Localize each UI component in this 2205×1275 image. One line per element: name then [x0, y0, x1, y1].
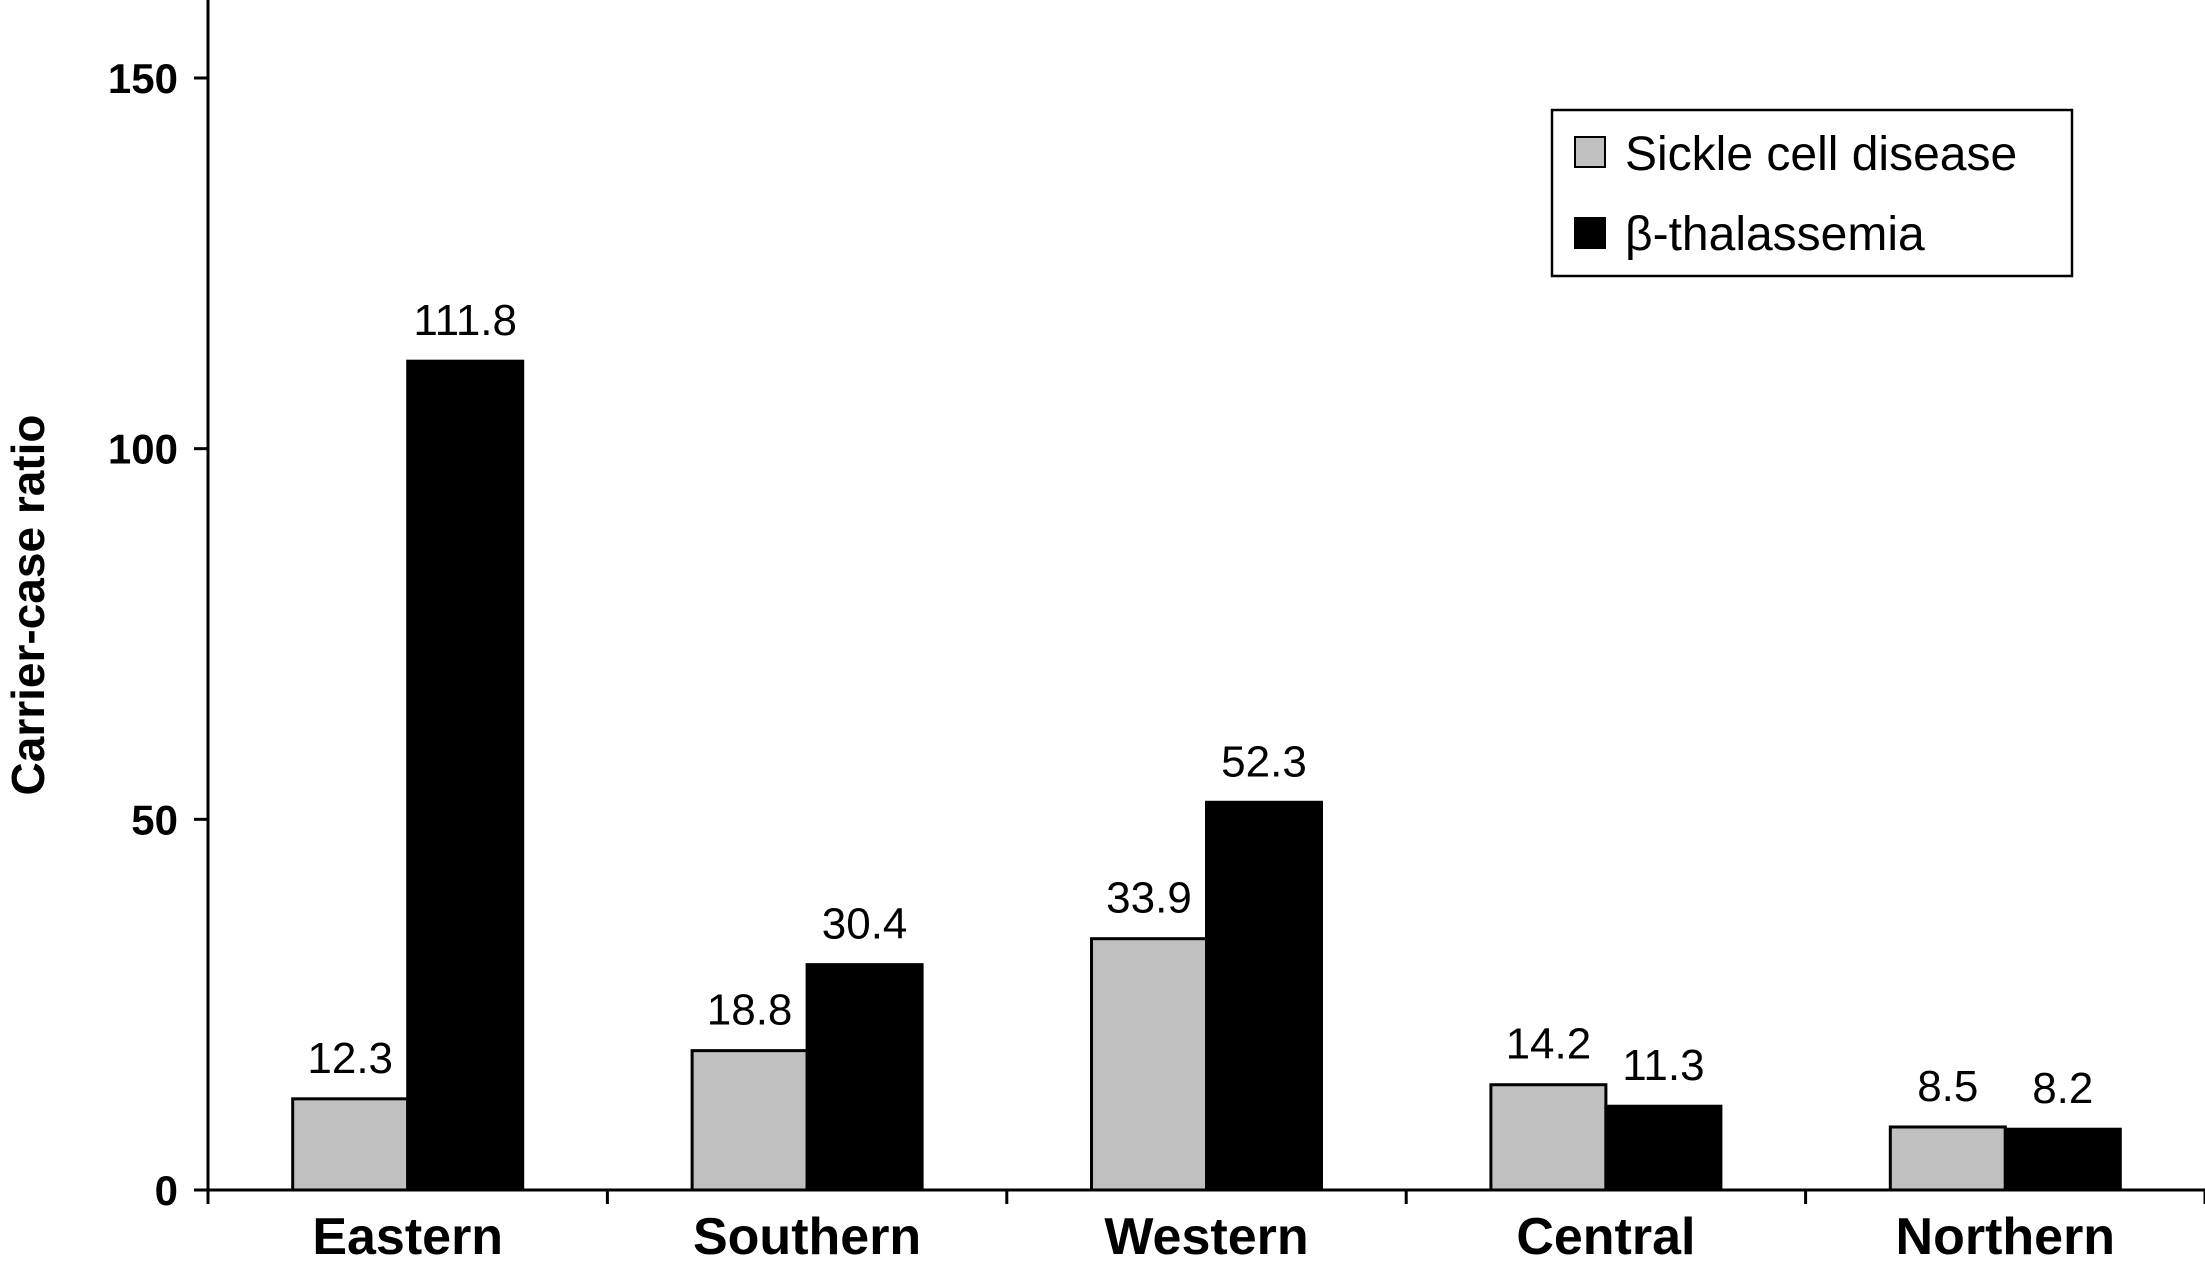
legend-swatch-beta-thalassemia — [1574, 217, 1606, 249]
data-label: 8.5 — [1917, 1062, 1978, 1111]
legend-box — [1550, 108, 2074, 278]
x-tick-label: Western — [1104, 1208, 1308, 1266]
legend-label-beta-thalassemia: β-thalassemia — [1625, 208, 1925, 261]
data-label: 33.9 — [1106, 874, 1192, 923]
legend: Sickle cell disease β-thalassemia — [1550, 108, 2074, 278]
category-labels: Eastern Southern Western Central Northern — [312, 1208, 2115, 1266]
bars — [291, 359, 2122, 1192]
bar-southern-sickle-cell — [690, 1049, 809, 1192]
bar-western-beta-thalassemia — [1205, 800, 1323, 1192]
bar-eastern-beta-thalassemia — [406, 359, 525, 1192]
data-label: 52.3 — [1221, 737, 1307, 786]
bar-southern-beta-thalassemia — [805, 963, 924, 1192]
bar-eastern-sickle-cell — [291, 1097, 410, 1192]
y-tick-label: 100 — [108, 426, 178, 473]
y-axis-title: Carrier-case ratio — [2, 415, 54, 796]
data-label: 11.3 — [1622, 1041, 1704, 1090]
y-tick-label: 150 — [108, 55, 178, 102]
x-tick-label: Central — [1516, 1208, 1695, 1266]
data-label: 8.2 — [2032, 1064, 2093, 1113]
data-label: 111.8 — [413, 296, 517, 345]
data-label: 18.8 — [707, 986, 793, 1035]
x-tick-label: Northern — [1896, 1208, 2116, 1266]
legend-label-sickle-cell: Sickle cell disease — [1625, 128, 2017, 181]
x-tick-label: Eastern — [312, 1208, 503, 1266]
bar-northern-beta-thalassemia — [2003, 1127, 2122, 1192]
y-tick-label: 0 — [155, 1167, 178, 1214]
value-labels: 12.3 111.8 18.8 30.4 33.9 52.3 14.2 11.3 8.5 8.2 — [307, 296, 2093, 1113]
legend-swatch-sickle-cell — [1574, 136, 1606, 168]
bar-western-sickle-cell — [1090, 937, 1208, 1192]
x-tick-label: Southern — [693, 1208, 921, 1266]
bar-central-sickle-cell — [1489, 1083, 1608, 1192]
bar-northern-sickle-cell — [1888, 1125, 2007, 1192]
data-label: 30.4 — [822, 900, 908, 949]
data-label: 12.3 — [307, 1034, 393, 1083]
axes: 0 50 100 150 — [108, 0, 2205, 1214]
bar-central-beta-thalassemia — [1604, 1104, 1723, 1192]
y-tick-label: 50 — [131, 796, 178, 843]
data-label: 14.2 — [1506, 1020, 1592, 1069]
